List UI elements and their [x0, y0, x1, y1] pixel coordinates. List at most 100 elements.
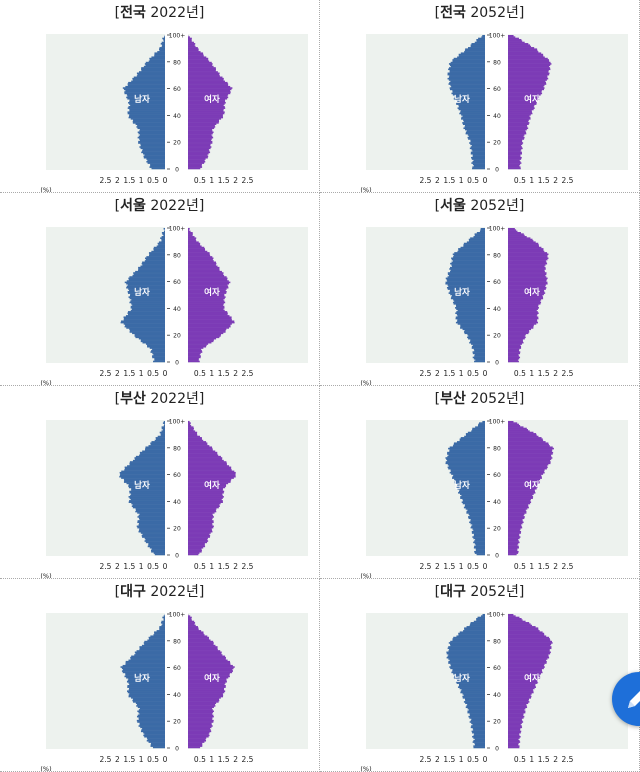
x-tick-label: 1.5 [443, 176, 455, 185]
x-tick-label: 0 [483, 755, 488, 764]
age-tick-label: 40 [173, 692, 181, 699]
x-tick-label: 0.5 [467, 755, 479, 764]
age-tick-label: 60 [173, 279, 181, 286]
x-tick-label: 2.5 [242, 562, 254, 571]
age-tick-label: 20 [493, 140, 501, 147]
x-tick-label: 2 [435, 755, 440, 764]
x-tick-label: 1.5 [123, 562, 135, 571]
x-tick-label: 2.5 [420, 755, 432, 764]
age-tick-label: 100+ [169, 226, 185, 233]
female-label: 여자 [524, 94, 540, 105]
male-label: 남자 [134, 480, 150, 491]
x-tick-label: 1 [529, 562, 534, 571]
age-tick-label: 0 [175, 360, 179, 367]
age-tick-label: 100+ [169, 33, 185, 40]
x-tick-label: 0 [483, 562, 488, 571]
region-label: 전국 [440, 5, 466, 21]
age-tick-label: 40 [173, 306, 181, 313]
x-tick-label: 2 [435, 562, 440, 571]
male-label: 남자 [454, 287, 470, 298]
x-tick-label: 1.5 [218, 369, 230, 378]
age-tick-label: 80 [173, 638, 181, 645]
percent-unit-label: (%) [40, 186, 51, 192]
x-tick-label: 0 [163, 755, 168, 764]
title-bracket-close: ] [199, 391, 204, 407]
panel-title: [서울 2022년] [0, 195, 319, 215]
x-tick-label: 2 [115, 562, 120, 571]
title-bracket-close: ] [199, 5, 204, 21]
male-label: 남자 [454, 480, 470, 491]
title-bracket-close: ] [519, 198, 524, 214]
x-tick-label: 0.5 [467, 176, 479, 185]
x-tick-label: 2 [233, 562, 238, 571]
x-tick-label: 2.5 [100, 369, 112, 378]
age-tick-label: 20 [173, 333, 181, 340]
year-label: 2022년 [146, 584, 199, 600]
age-tick-label: 0 [175, 167, 179, 174]
x-tick-label: 1.5 [218, 755, 230, 764]
x-tick-label: 0.5 [194, 755, 206, 764]
age-tick-label: 40 [173, 113, 181, 120]
panel-title: [부산 2022년] [0, 388, 319, 408]
x-tick-label: 0.5 [147, 755, 159, 764]
female-label: 여자 [524, 287, 540, 298]
x-tick-label: 0.5 [514, 369, 526, 378]
x-tick-label: 2.5 [100, 755, 112, 764]
male-label: 남자 [134, 94, 150, 105]
male-bar [164, 228, 165, 230]
title-bracket-close: ] [199, 198, 204, 214]
male-label: 남자 [454, 673, 470, 684]
age-tick-label: 60 [173, 86, 181, 93]
x-tick-label: 2.5 [562, 176, 574, 185]
x-tick-label: 2 [115, 176, 120, 185]
panel-title: [전국 2022년] [0, 2, 319, 22]
x-tick-label: 1 [139, 755, 144, 764]
female-label: 여자 [524, 480, 540, 491]
panel-title: [서울 2052년] [320, 195, 639, 215]
region-label: 서울 [120, 198, 146, 214]
x-tick-label: 2.5 [562, 369, 574, 378]
age-tick-label: 80 [493, 638, 501, 645]
age-tick-label: 60 [493, 86, 501, 93]
year-label: 2022년 [146, 198, 199, 214]
age-tick-label: 100+ [489, 612, 505, 619]
x-tick-label: 1 [209, 755, 214, 764]
male-label: 남자 [134, 287, 150, 298]
age-tick-label: 80 [493, 445, 501, 452]
male-bar [482, 35, 485, 37]
age-tick-label: 100+ [489, 419, 505, 426]
percent-unit-label: (%) [360, 379, 371, 385]
age-tick-label: 20 [173, 140, 181, 147]
age-tick-label: 40 [493, 499, 501, 506]
panel-title: [전국 2052년] [320, 2, 639, 22]
percent-unit-label: (%) [360, 765, 371, 771]
x-tick-label: 1.5 [443, 369, 455, 378]
x-tick-label: 2 [553, 755, 558, 764]
year-label: 2052년 [466, 584, 519, 600]
male-label: 남자 [454, 94, 470, 105]
female-label: 여자 [204, 287, 220, 298]
age-tick-label: 100+ [169, 419, 185, 426]
region-label: 부산 [120, 391, 146, 407]
x-tick-label: 1.5 [538, 562, 550, 571]
year-label: 2052년 [466, 198, 519, 214]
age-tick-label: 100+ [489, 226, 505, 233]
age-tick-label: 0 [175, 553, 179, 560]
male-bar [164, 421, 165, 423]
x-tick-label: 0 [163, 369, 168, 378]
x-tick-label: 1 [529, 176, 534, 185]
age-tick-label: 80 [173, 252, 181, 259]
x-tick-label: 1 [459, 562, 464, 571]
age-tick-label: 0 [495, 746, 499, 753]
title-bracket-close: ] [199, 584, 204, 600]
x-tick-label: 2 [553, 562, 558, 571]
x-tick-label: 2.5 [562, 755, 574, 764]
